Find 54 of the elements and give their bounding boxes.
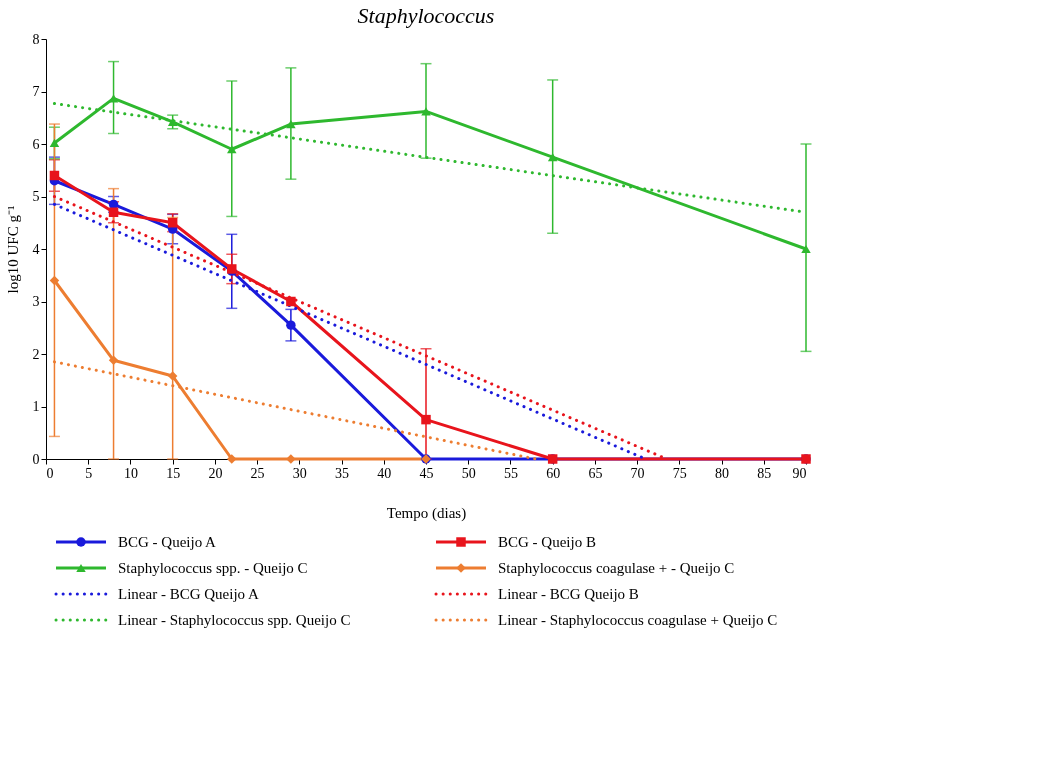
x-tick-label: 65 [588,465,603,481]
x-tick-label: 25 [250,465,265,481]
x-tick-label: 40 [377,465,392,481]
x-tick-label: 5 [85,465,93,481]
y-tick-label: 3 [32,294,40,309]
point [286,296,296,307]
x-tick-label: 20 [208,465,223,481]
point [227,145,237,154]
point [108,355,119,366]
y-tick-label: 4 [32,241,40,257]
x-tick-label: 50 [461,465,476,481]
y-tick-label: 5 [32,189,40,204]
legend-label: Linear - BCG Queijo B [498,586,639,602]
point [801,244,811,254]
y-axis-title: log10 UFC g⁻¹ [4,205,21,294]
x-tick-label: 75 [672,465,687,481]
legend-label: BCG - Queijo B [498,534,596,550]
y-tick-label: 1 [32,399,40,414]
x-tick-label: 35 [335,465,350,481]
point [49,138,60,148]
x-tick-label: 30 [292,465,307,481]
point [167,218,178,228]
point [421,414,431,425]
point [421,107,431,116]
y-tick-label: 7 [32,84,40,99]
legend-label: Linear - BCG Queijo A [118,586,259,602]
legend-label: BCG - Queijo A [118,534,217,550]
point [49,170,60,181]
legend-label: Linear - Staphylococcus coagulase + Queijo C [498,612,778,628]
point [547,153,558,162]
legend-label: Staphylococcus spp. - Queijo C [118,560,308,576]
point [108,207,119,217]
x-tick-label: 0 [46,465,54,481]
x-tick-label: 70 [630,465,645,481]
point [286,320,296,330]
x-tick-label: 85 [757,465,772,481]
legend-label: Staphylococcus coagulase + - Queijo C [498,560,735,576]
x-axis-title: Tempo (dias) [386,504,467,522]
y-tick-label: 8 [32,31,40,47]
point [49,275,60,286]
x-tick-label: 45 [419,465,434,481]
point [286,119,296,129]
x-tick-label: 90 [792,465,807,481]
legend-label: Linear - Staphylococcus spp. Queijo C [118,612,351,628]
y-tick-label: 2 [32,346,40,362]
y-tick-label: 6 [32,136,40,152]
x-tick-label: 10 [123,465,138,481]
x-tick-label: 55 [503,465,518,481]
x-tick-label: 60 [546,465,561,481]
x-tick-label: 80 [715,465,730,481]
y-tick-label: 0 [32,451,40,467]
chart-title: Staphylococcus [357,3,495,28]
x-tick-label: 15 [166,465,181,481]
point [167,371,178,381]
